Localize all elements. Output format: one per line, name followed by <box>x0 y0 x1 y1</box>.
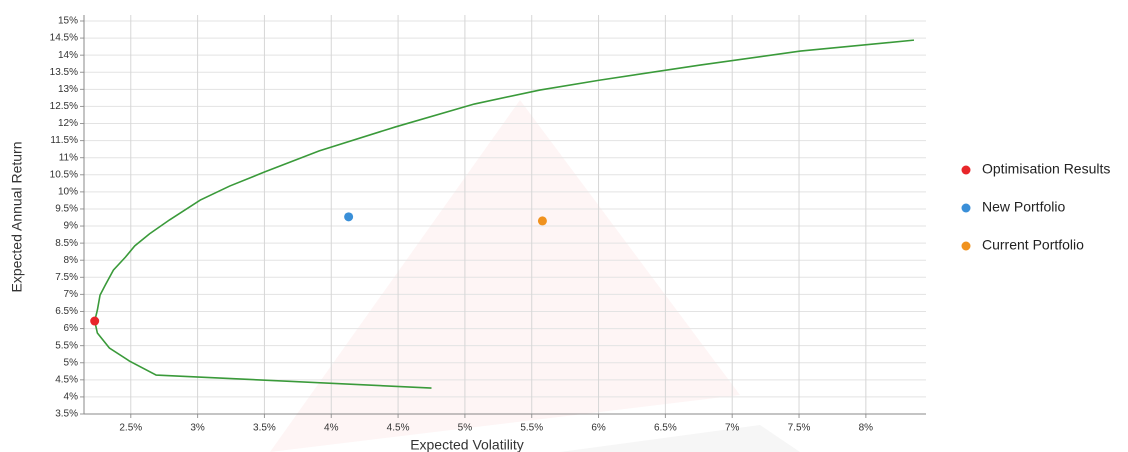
legend-swatch <box>961 203 971 213</box>
y-tick-label: 11.5% <box>50 135 78 146</box>
x-tick-label: 3.5% <box>253 423 276 434</box>
legend-swatch <box>961 165 971 175</box>
y-tick-label: 15% <box>58 16 78 27</box>
point <box>537 216 547 226</box>
legend-swatch <box>961 241 971 251</box>
y-tick-label: 13.5% <box>50 67 78 78</box>
y-tick-label: 8.5% <box>55 238 78 249</box>
y-tick-label: 8% <box>64 255 79 266</box>
x-axis-title: Expected Volatility <box>410 437 524 452</box>
x-tick-label: 6.5% <box>654 423 677 434</box>
y-tick-label: 14% <box>58 50 78 61</box>
legend-label: Current Portfolio <box>982 237 1084 253</box>
y-tick-label: 12% <box>58 118 78 129</box>
y-tick-label: 6% <box>64 323 79 334</box>
x-tick-label: 7% <box>725 423 740 434</box>
point <box>90 316 100 326</box>
y-tick-label: 5.5% <box>55 340 78 351</box>
x-tick-label: 4% <box>324 423 339 434</box>
x-tick-label: 2.5% <box>119 423 142 434</box>
y-tick-label: 11% <box>59 152 78 163</box>
legend-label: New Portfolio <box>982 199 1065 215</box>
y-tick-label: 3.5% <box>55 409 78 420</box>
y-tick-label: 4.5% <box>55 374 78 385</box>
x-tick-label: 3% <box>190 423 205 434</box>
x-tick-label: 5% <box>458 423 473 434</box>
x-tick-label: 8% <box>859 423 874 434</box>
y-tick-label: 10% <box>58 187 78 198</box>
y-tick-label: 6.5% <box>55 306 78 317</box>
y-axis-title: Expected Annual Return <box>9 142 25 293</box>
y-tick-label: 7% <box>64 289 79 300</box>
y-tick-label: 14.5% <box>50 33 78 44</box>
x-tick-label: 4.5% <box>387 423 410 434</box>
y-tick-label: 12.5% <box>50 101 78 112</box>
y-tick-label: 9.5% <box>55 204 78 215</box>
y-tick-label: 4% <box>64 392 79 403</box>
point <box>344 212 354 222</box>
x-tick-label: 7.5% <box>788 423 811 434</box>
y-tick-label: 5% <box>64 357 79 368</box>
x-tick-label: 5.5% <box>520 423 543 434</box>
x-tick-label: 6% <box>591 423 606 434</box>
y-tick-label: 7.5% <box>55 272 78 283</box>
watermark <box>560 425 800 452</box>
y-tick-label: 13% <box>58 84 78 95</box>
y-tick-label: 9% <box>64 221 79 232</box>
legend-label: Optimisation Results <box>982 161 1110 177</box>
frontier-line <box>93 39 915 389</box>
y-tick-label: 10.5% <box>50 169 78 180</box>
watermark <box>270 100 740 452</box>
